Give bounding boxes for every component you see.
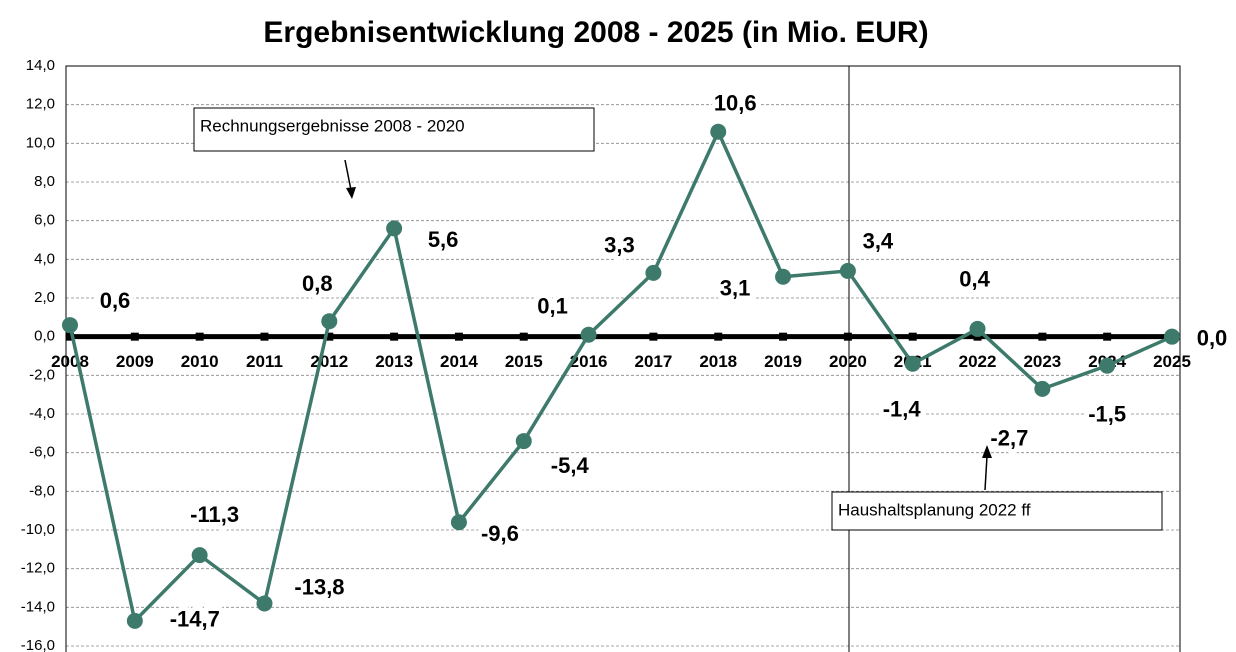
- data-point: [126, 612, 143, 629]
- x-tick: [66, 332, 74, 341]
- y-tick-label: 0,0: [34, 328, 55, 345]
- y-tick-label: -6,0: [29, 444, 55, 461]
- x-tick-label: 2009: [116, 352, 154, 371]
- y-tick-label: 6,0: [34, 212, 55, 229]
- x-tick-label: 2019: [764, 352, 802, 371]
- x-tick: [1038, 332, 1047, 341]
- x-tick-label: 2025: [1153, 352, 1191, 371]
- x-tick: [325, 332, 334, 341]
- chart-title: Ergebnisentwicklung 2008 - 2025 (in Mio.…: [263, 16, 928, 49]
- data-point: [450, 514, 467, 531]
- y-tick-label: 2,0: [34, 289, 55, 306]
- plot-frame: [65, 65, 1181, 652]
- x-tick: [260, 332, 269, 341]
- data-label: 0,4: [959, 267, 990, 292]
- data-point: [775, 268, 792, 285]
- data-label: -13,8: [294, 574, 344, 599]
- data-label: -11,3: [190, 502, 239, 527]
- data-point: [62, 317, 78, 334]
- data-point: [1034, 380, 1051, 397]
- data-point: [1099, 357, 1116, 374]
- x-tick: [130, 332, 139, 341]
- y-tick-label: 8,0: [34, 173, 55, 190]
- x-tick-label: 2011: [246, 352, 283, 371]
- data-label: 10,6: [714, 91, 757, 116]
- data-label: -1,4: [883, 397, 922, 422]
- x-tick: [779, 332, 788, 341]
- data-point: [256, 595, 273, 612]
- y-tick-label: -16,0: [21, 637, 55, 652]
- annotation-box: [193, 107, 595, 152]
- series-line: [68, 127, 1173, 625]
- annotation: Rechnungsergebnisse 2008 - 2020: [200, 116, 465, 135]
- y-tick-label: -10,0: [21, 521, 55, 538]
- data-label: 3,4: [863, 229, 894, 254]
- data-label: 5,6: [428, 227, 459, 252]
- data-label: 0,0: [1197, 325, 1228, 350]
- y-tick-label: -8,0: [29, 482, 55, 499]
- data-point: [710, 123, 727, 140]
- data-point: [904, 355, 921, 372]
- data-point: [191, 547, 208, 564]
- y-tick-label: -2,0: [29, 366, 55, 383]
- x-tick-label: 2022: [959, 352, 997, 371]
- data-point: [839, 262, 856, 279]
- annotation: Haushaltsplanung 2022 ff: [838, 500, 1031, 519]
- annotation-arrow: [344, 159, 352, 191]
- data-label: -1,5: [1088, 401, 1126, 426]
- x-tick-label: 2015: [505, 352, 543, 371]
- x-tick-label: 2008: [51, 352, 89, 371]
- x-tick-label: 2014: [440, 352, 478, 371]
- data-point: [645, 264, 662, 281]
- x-tick: [195, 332, 204, 341]
- x-tick-label: 2013: [375, 352, 413, 371]
- data-point: [386, 220, 403, 237]
- y-tick-label: -12,0: [21, 560, 55, 577]
- annotation-box: [831, 491, 1163, 531]
- arrow-head: [982, 445, 992, 458]
- x-tick-label: 2010: [181, 352, 219, 371]
- x-tick-label: 2020: [829, 352, 867, 371]
- data-label: -9,6: [481, 521, 519, 546]
- x-tick-label: 2018: [699, 352, 737, 371]
- data-label: 0,6: [100, 288, 131, 313]
- data-label: 0,8: [302, 271, 333, 296]
- data-label: -14,7: [170, 607, 220, 632]
- x-tick: [390, 332, 399, 341]
- x-tick-label: 2017: [634, 352, 672, 371]
- y-tick-label: 14,0: [26, 57, 55, 74]
- arrow-head: [346, 187, 356, 199]
- data-label: 0,1: [537, 294, 568, 319]
- data-label: 3,1: [720, 276, 751, 301]
- data-label: -5,4: [551, 453, 590, 478]
- x-tick: [1103, 332, 1112, 341]
- data-label: -2,7: [990, 426, 1028, 451]
- x-tick: [908, 332, 917, 341]
- y-tick-label: -14,0: [21, 598, 55, 615]
- x-tick-label: 2023: [1023, 352, 1061, 371]
- data-point: [1164, 328, 1180, 345]
- x-tick: [714, 332, 723, 341]
- y-tick-label: 12,0: [26, 96, 55, 113]
- data-point: [321, 313, 338, 330]
- x-tick: [454, 332, 463, 341]
- data-point: [515, 433, 532, 450]
- x-tick-label: 2016: [570, 352, 608, 371]
- annotation-arrow: [984, 455, 988, 491]
- x-tick-label: 2012: [310, 352, 348, 371]
- data-point: [580, 326, 597, 343]
- y-tick-label: 4,0: [34, 250, 55, 267]
- y-tick-label: -4,0: [29, 405, 55, 422]
- y-tick-label: 10,0: [26, 134, 55, 151]
- data-point: [969, 320, 986, 337]
- x-tick: [843, 332, 852, 341]
- x-tick: [649, 332, 658, 341]
- data-label: 3,3: [604, 233, 635, 258]
- x-tick: [519, 332, 528, 341]
